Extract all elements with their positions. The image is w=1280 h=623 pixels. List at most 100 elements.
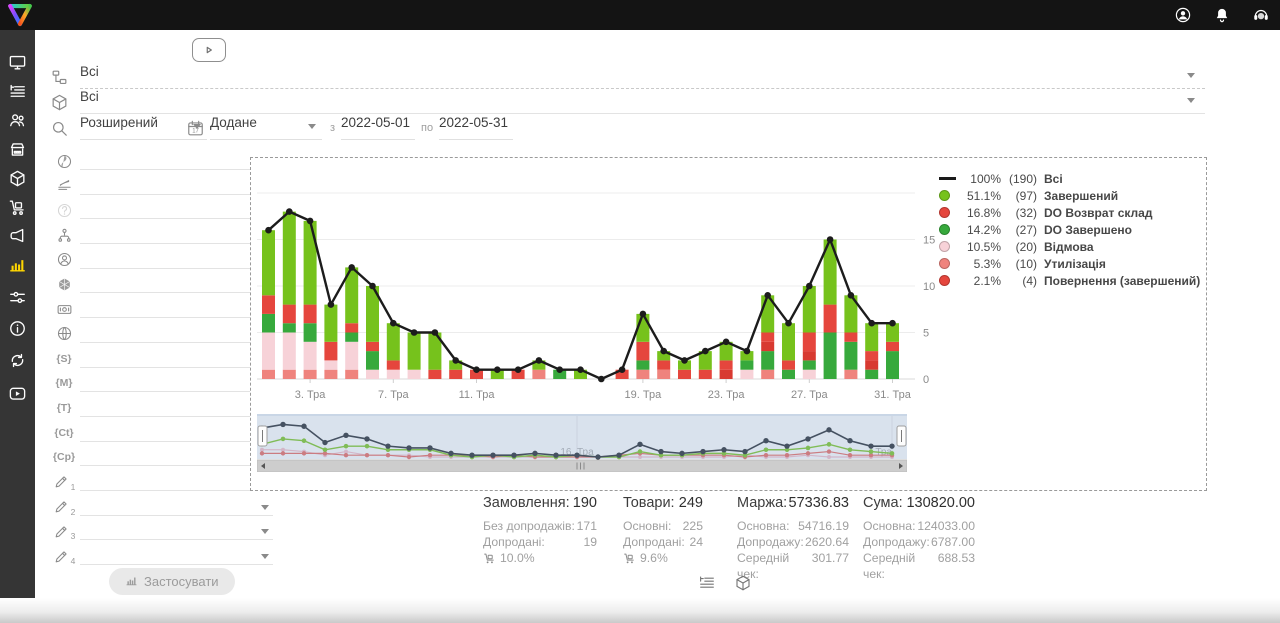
sidebar-item-clients[interactable] [0,108,35,132]
legend-item[interactable]: 51.1% (97) Завершений [939,187,1201,204]
stat-sub-value: 2620.64 [804,535,849,549]
sidebar-item-about[interactable] [0,316,35,340]
legend-item[interactable]: 5.3% (10) Утилізація [939,255,1201,272]
svg-text:15: 15 [923,235,935,247]
sidebar-item-video[interactable] [0,381,35,405]
stat-column: Сума: 130820.00 Основна: 124033.00 Допродажу… [863,495,975,582]
side-filter-select-10[interactable] [80,373,273,393]
analytics-widget: 0 5 10 15 3. Тра 7. Тра 11. Тра 19. Тра 23. Тра 2… [250,157,1207,491]
legend-item[interactable]: 16.8% (32) DO Возврат склад [939,204,1201,221]
legend-count: (4) [1022,273,1037,288]
mode-select-value: Розширений [80,115,158,130]
side-filter-select-6[interactable] [80,274,273,294]
view-toggles [698,574,752,592]
side-filter-select-7[interactable] [80,299,273,319]
svg-text:7. Тра: 7. Тра [378,389,409,401]
select-underline [80,113,1205,114]
legend-label: Всі [1044,171,1063,186]
orders-status-chart: 0 5 10 15 3. Тра 7. Тра 11. Тра 19. Тра 23. Тра 2… [257,192,935,401]
side-filter-select-13[interactable] [80,447,273,467]
side-filter-select-9[interactable] [80,349,273,368]
legend-item[interactable]: 14.2% (27) DO Завершено [939,221,1201,238]
headset-icon[interactable] [1252,6,1270,24]
sliders-icon [8,288,27,307]
product-select[interactable]: Всі [80,89,1205,114]
apply-button[interactable]: Застосувати [109,568,235,595]
side-filter-select-8[interactable] [80,324,273,343]
side-filter-list: {S} {M} {T} {Ct} {Cp} 1 2 3 4 [45,149,275,569]
search-icon [50,119,69,138]
sidebar-item-sync[interactable] [0,348,35,372]
stat-sub-value: 54716.19 [798,519,849,533]
nav-handle-left[interactable] [257,425,268,447]
bell-icon[interactable] [1213,6,1231,24]
side-filter-row-11: {T} [45,396,275,421]
list-view-icon[interactable] [698,574,716,592]
side-filter-row-15: 2 [45,495,275,520]
chart-navigator[interactable]: 16. ТраТра [257,414,907,472]
brand-logo-icon[interactable] [7,2,33,28]
sidebar-item-settings[interactable] [0,285,35,309]
side-filter-select-16[interactable] [80,521,273,541]
bottom-fade [0,598,1280,623]
sidebar-item-delivery[interactable] [0,195,35,219]
source-select[interactable]: Всі [80,64,1205,89]
date-field-select[interactable]: Додане [210,115,322,140]
stat-sub-label: Середній чек: [863,551,916,581]
sidebar-item-orders[interactable] [0,79,35,103]
stat-sub-label: Середній чек: [737,551,790,581]
store-icon [8,140,27,159]
side-filter-row-4 [45,223,275,248]
svg-text:27. Тра: 27. Тра [791,389,829,401]
date-from-input[interactable]: 2022-05-01 [341,115,415,140]
user-icon[interactable] [1174,6,1192,24]
side-filter-select-17[interactable] [80,546,273,565]
side-filter-select-11[interactable] [80,398,273,417]
svg-text:5: 5 [923,328,929,340]
flag-icon [51,176,77,196]
side-filter-select-5[interactable] [80,250,273,269]
scroll-left-icon[interactable] [261,463,265,469]
side-filter-row-5 [45,248,275,273]
sidebar-item-dashboard[interactable] [0,50,35,74]
date-to-input[interactable]: 2022-05-31 [439,115,513,140]
legend-dot-marker [939,224,959,235]
side-filter-select-2[interactable] [80,176,273,195]
side-filter-row-3 [45,198,275,223]
side-filter-select-14[interactable] [80,472,273,491]
date-field-select-value: Додане [210,115,257,130]
stat-sub-value: 24 [689,535,703,549]
side-filter-select-4[interactable] [80,225,273,245]
sidebar-item-analytics[interactable] [0,252,35,276]
megaphone-icon [8,226,27,245]
legend-item[interactable]: 2.1% (4) Повернення (завершений) [939,272,1201,289]
date-to-label: по [421,122,434,134]
box-view-icon[interactable] [734,574,752,592]
stat-value: 57336.83 [788,495,849,511]
chevron-down-icon [261,554,269,559]
side-filter-select-1[interactable] [80,151,273,170]
side-filter-row-13: {Cp} [45,445,275,470]
tree-icon [50,68,69,87]
bar-chart-icon [125,574,138,590]
sidebar-item-store[interactable] [0,137,35,161]
topbar-actions [1174,0,1270,30]
pencil-icon: 1 [51,472,77,492]
scroll-right-icon[interactable] [899,463,903,469]
video-help-button[interactable] [192,38,226,62]
svg-text:17: 17 [192,129,199,135]
side-filter-select-12[interactable] [80,423,273,442]
side-filter-select-15[interactable] [80,497,273,516]
legend-dot-marker [939,190,959,201]
side-filter-row-2 [45,174,275,199]
side-filter-select-3 [80,200,273,220]
stat-title: Замовлення: [483,495,570,511]
sidebar-item-products[interactable] [0,166,35,190]
sidebar-item-marketing[interactable] [0,223,35,247]
legend-item[interactable]: 100% (190) Всі [939,170,1201,187]
nav-scrollbar[interactable] [257,459,907,472]
legend-item[interactable]: 10.5% (20) Відмова [939,238,1201,255]
legend-count: (20) [1015,239,1037,254]
nav-handle-right[interactable] [896,425,907,447]
legend-label: Повернення (завершений) [1044,273,1201,288]
